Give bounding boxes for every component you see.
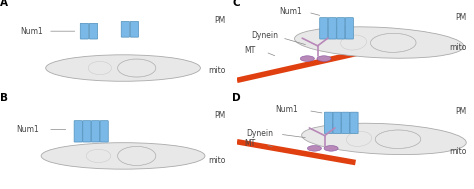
- FancyBboxPatch shape: [324, 112, 333, 133]
- Ellipse shape: [301, 123, 466, 155]
- FancyBboxPatch shape: [90, 23, 98, 39]
- Circle shape: [324, 146, 338, 151]
- Ellipse shape: [46, 55, 201, 81]
- Text: B: B: [0, 93, 8, 103]
- Text: mito: mito: [449, 147, 467, 156]
- FancyBboxPatch shape: [328, 18, 336, 39]
- Text: PM: PM: [214, 16, 226, 25]
- Text: Num1: Num1: [275, 105, 298, 114]
- Text: Num1: Num1: [21, 27, 44, 36]
- Text: Dynein: Dynein: [251, 31, 278, 40]
- Circle shape: [317, 56, 331, 61]
- Text: Num1: Num1: [280, 7, 302, 16]
- Text: MT: MT: [244, 139, 255, 148]
- FancyBboxPatch shape: [319, 18, 328, 39]
- Text: PM: PM: [456, 12, 467, 22]
- FancyBboxPatch shape: [121, 22, 129, 37]
- FancyBboxPatch shape: [337, 18, 345, 39]
- Text: PM: PM: [456, 107, 467, 116]
- Polygon shape: [0, 0, 426, 29]
- Text: C: C: [232, 0, 240, 8]
- FancyBboxPatch shape: [333, 112, 341, 133]
- Text: mito: mito: [449, 43, 467, 52]
- Text: D: D: [232, 93, 241, 103]
- FancyBboxPatch shape: [83, 121, 91, 142]
- Polygon shape: [28, 0, 474, 24]
- FancyBboxPatch shape: [130, 22, 138, 37]
- FancyBboxPatch shape: [350, 112, 358, 133]
- Text: A: A: [0, 0, 8, 8]
- FancyBboxPatch shape: [341, 112, 349, 133]
- Ellipse shape: [41, 143, 205, 169]
- Text: Dynein: Dynein: [246, 129, 273, 138]
- FancyBboxPatch shape: [80, 23, 89, 39]
- FancyBboxPatch shape: [100, 121, 108, 142]
- FancyBboxPatch shape: [74, 121, 82, 142]
- Ellipse shape: [294, 27, 464, 58]
- FancyBboxPatch shape: [91, 121, 100, 142]
- Circle shape: [301, 56, 314, 61]
- Text: mito: mito: [208, 156, 226, 165]
- Text: mito: mito: [208, 66, 226, 75]
- Text: Num1: Num1: [16, 125, 39, 134]
- FancyBboxPatch shape: [345, 18, 353, 39]
- Circle shape: [308, 146, 321, 151]
- Text: MT: MT: [244, 46, 255, 55]
- Text: PM: PM: [214, 111, 226, 120]
